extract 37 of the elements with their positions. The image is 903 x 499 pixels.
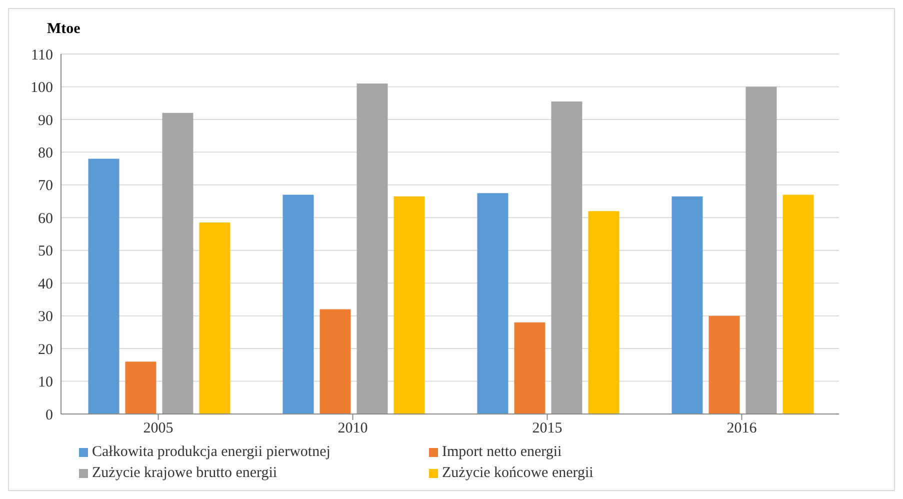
bar: [320, 309, 351, 414]
bar: [199, 222, 230, 414]
y-tick-label: 110: [31, 47, 53, 64]
bar: [125, 362, 156, 414]
legend-label: Zużycie krajowe brutto energii: [92, 465, 278, 482]
y-tick-label: 100: [30, 80, 53, 96]
x-tick-label: 2016: [726, 420, 758, 437]
bar: [672, 196, 703, 414]
x-tick-label: 2005: [143, 420, 174, 437]
bar: [782, 194, 814, 414]
bar: [588, 211, 620, 414]
y-tick-label: 20: [38, 342, 53, 358]
x-tick-label: 2015: [532, 420, 562, 437]
y-tick-label: 70: [38, 178, 53, 194]
legend-label: Import netto energii: [442, 444, 562, 461]
y-tick-label: 40: [38, 276, 53, 292]
bar: [88, 158, 120, 414]
bar: [551, 101, 582, 414]
bar: [514, 322, 546, 414]
bar: [282, 194, 314, 414]
x-tick-label: 2010: [338, 420, 368, 437]
y-tick-label: 90: [38, 112, 53, 129]
bar: [356, 83, 388, 414]
y-tick-label: 80: [38, 146, 53, 162]
bar: [746, 86, 777, 414]
bar: [708, 316, 740, 414]
y-tick-label: 0: [46, 407, 53, 424]
y-tick-label: 50: [38, 244, 53, 260]
bar: [162, 112, 194, 414]
y-tick-label: 30: [38, 309, 53, 326]
y-tick-label: 10: [38, 374, 53, 391]
bar: [394, 196, 425, 414]
y-tick-label: 60: [38, 210, 53, 227]
bar: [477, 193, 508, 414]
legend-label: Całkowita produkcja energii pierwotnej: [92, 444, 330, 461]
legend-label: Zużycie końcowe energii: [442, 465, 594, 482]
y-axis-title: Mtoe: [47, 21, 80, 38]
